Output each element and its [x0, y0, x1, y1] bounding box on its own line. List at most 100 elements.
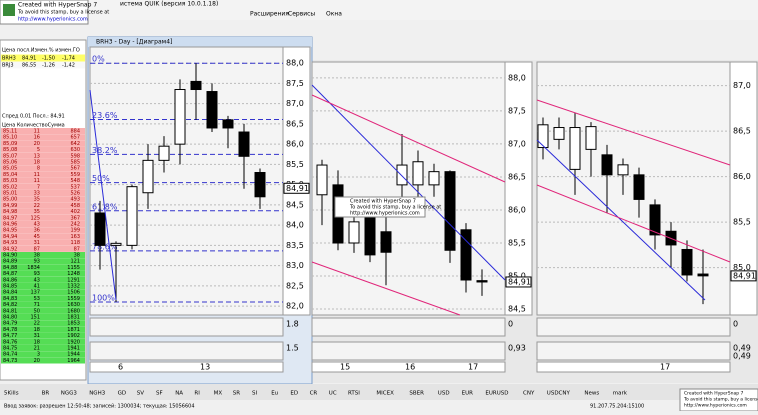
book-cell: 84,85	[3, 284, 17, 290]
book-row[interactable]	[1, 338, 85, 345]
book-row[interactable]	[1, 134, 85, 141]
book-row[interactable]	[1, 171, 85, 178]
book-cell: 41	[34, 284, 40, 290]
book-row[interactable]	[1, 307, 85, 314]
tab[interactable]: News	[584, 391, 599, 397]
book-row[interactable]	[1, 314, 85, 321]
book-row[interactable]	[1, 351, 85, 358]
book-row[interactable]	[1, 320, 85, 327]
tab[interactable]: RTSI	[348, 391, 360, 397]
tab[interactable]: mark	[613, 391, 628, 397]
menu-item[interactable]: Сервисы	[288, 11, 315, 18]
date-axis	[311, 361, 506, 373]
tab[interactable]: NA	[175, 391, 183, 397]
menu-item[interactable]: Расширения	[250, 11, 289, 18]
book-row[interactable]	[1, 252, 85, 259]
book-row[interactable]	[1, 196, 85, 203]
book-row[interactable]	[1, 221, 85, 228]
quote-cell: -1,74	[62, 56, 75, 62]
book-row[interactable]	[1, 283, 85, 290]
tab[interactable]: CNY	[523, 391, 535, 397]
book-row[interactable]	[1, 270, 85, 277]
tab[interactable]: MICEX	[376, 391, 394, 397]
indicator-value: 0	[733, 320, 738, 329]
book-row[interactable]	[1, 128, 85, 135]
book-row[interactable]	[1, 183, 85, 190]
trend-line	[311, 94, 506, 183]
candle-body	[601, 154, 613, 176]
candle-body	[254, 171, 266, 198]
status-bar	[0, 401, 758, 411]
book-row[interactable]	[1, 146, 85, 153]
date-label: 17	[660, 363, 670, 372]
trend-line	[536, 184, 731, 263]
tab[interactable]: UC	[329, 391, 337, 397]
book-cell: 118	[70, 240, 80, 246]
book-row[interactable]	[1, 227, 85, 234]
book-row[interactable]	[1, 214, 85, 221]
tab[interactable]: EUR	[462, 391, 474, 397]
tab[interactable]: USDCNY	[547, 391, 571, 397]
book-cell: 642	[70, 141, 80, 147]
book-row[interactable]	[1, 233, 85, 240]
spread: Спред 0,01 Посл.: 84,91	[2, 114, 65, 120]
price-label: 87,5	[286, 79, 304, 88]
price-label: 85,5	[286, 160, 304, 169]
book-cell: 45	[34, 234, 40, 240]
tab[interactable]: USD	[438, 391, 450, 397]
tab[interactable]: GD	[118, 391, 127, 397]
book-row[interactable]	[1, 357, 85, 364]
book-row[interactable]	[1, 159, 85, 166]
book-row[interactable]	[1, 326, 85, 333]
tab[interactable]: NGH3	[89, 391, 106, 397]
tab[interactable]: Eu	[271, 391, 278, 397]
book-row[interactable]	[1, 140, 85, 147]
book-row[interactable]	[1, 258, 85, 265]
menu-item[interactable]: Окна	[326, 11, 342, 18]
book-row[interactable]	[1, 345, 85, 352]
book-cell: 84,78	[3, 327, 17, 333]
book-row[interactable]	[1, 332, 85, 339]
tab[interactable]: SBER	[409, 391, 424, 397]
book-row[interactable]	[1, 276, 85, 283]
book-row[interactable]	[1, 202, 85, 209]
book-row[interactable]	[1, 239, 85, 246]
tab[interactable]: ED	[290, 391, 298, 397]
tab[interactable]: SI	[252, 391, 257, 397]
quote-row[interactable]	[1, 61, 85, 69]
price-label: 85,0	[733, 263, 751, 272]
book-row[interactable]	[1, 301, 85, 308]
tab[interactable]: CR	[310, 391, 318, 397]
tab[interactable]: SF	[156, 391, 163, 397]
book-row[interactable]	[1, 295, 85, 302]
tab[interactable]: EURUSD	[485, 391, 508, 397]
book-row[interactable]	[1, 289, 85, 296]
price-label: 82,0	[286, 302, 304, 311]
quote-row[interactable]	[1, 54, 85, 62]
book-row[interactable]	[1, 264, 85, 271]
book-row[interactable]	[1, 245, 85, 252]
book-cell: 585	[70, 160, 80, 166]
candle-body	[364, 217, 376, 256]
book-cell: 84,80	[3, 315, 17, 321]
last-price-box	[505, 276, 532, 288]
book-row[interactable]	[1, 165, 85, 172]
book-row[interactable]	[1, 152, 85, 159]
tab[interactable]: BR	[42, 391, 50, 397]
price-label: 83,0	[286, 261, 304, 270]
price-label: 86,0	[508, 205, 526, 214]
tab[interactable]: SV	[137, 391, 144, 397]
tab[interactable]: 5Kills	[4, 391, 19, 397]
book-cell: 242	[70, 222, 80, 228]
book-row[interactable]	[1, 190, 85, 197]
book-cell: 20	[34, 141, 40, 147]
book-cell: 1332	[67, 284, 80, 290]
tab[interactable]: NGG3	[61, 391, 78, 397]
book-row[interactable]	[1, 208, 85, 215]
indicator-panel	[536, 341, 731, 361]
toolbar	[0, 0, 758, 20]
tab[interactable]: RI	[194, 391, 200, 397]
tab[interactable]: MX	[214, 391, 223, 397]
book-row[interactable]	[1, 177, 85, 184]
tab[interactable]: SR	[233, 391, 240, 397]
